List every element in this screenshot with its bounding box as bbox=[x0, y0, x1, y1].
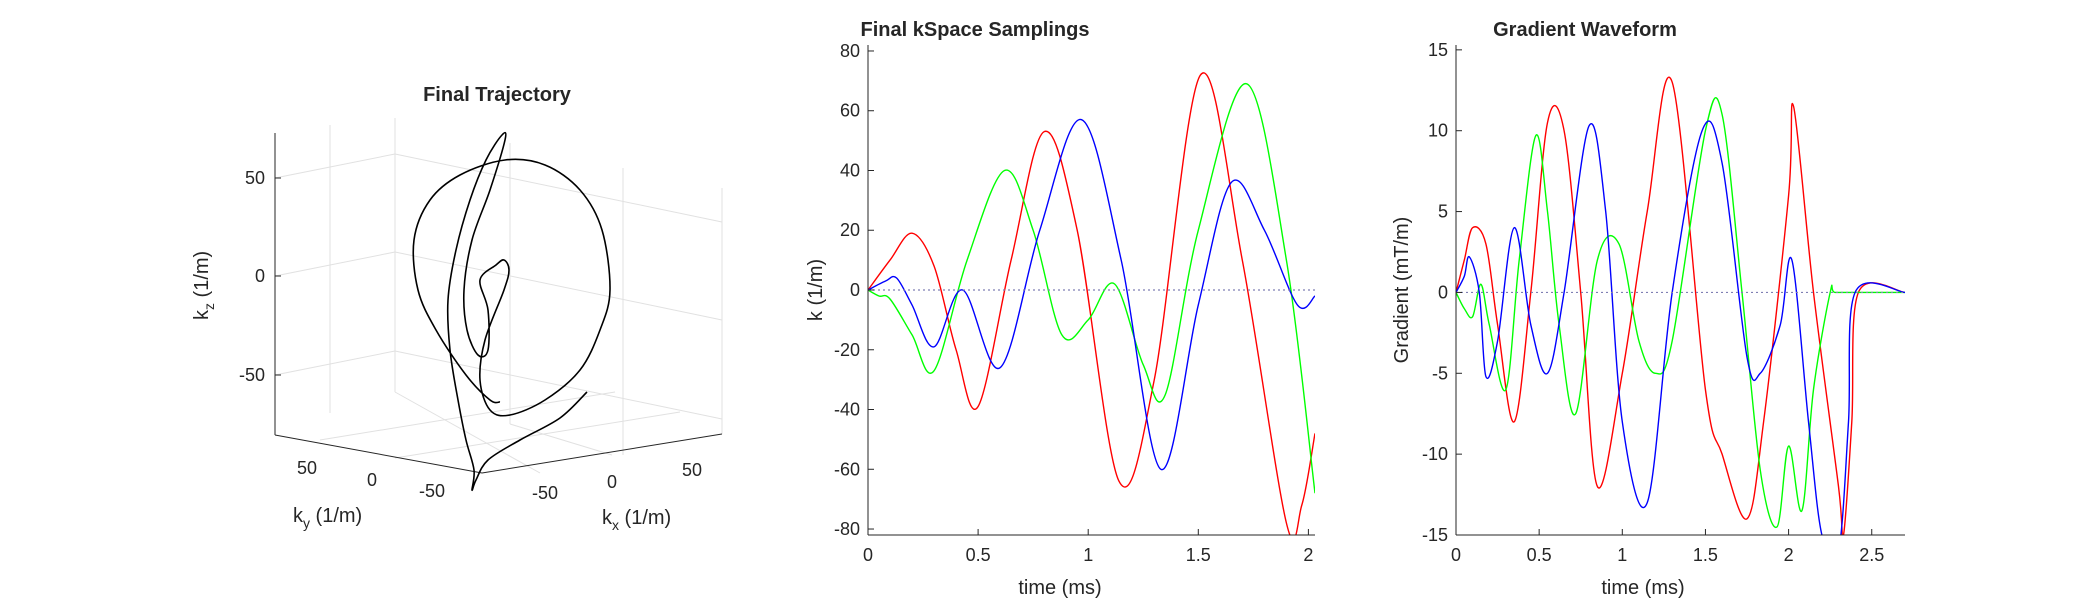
gradient-ytick-label: -15 bbox=[1422, 525, 1448, 545]
kspace-ytick-label: -20 bbox=[834, 340, 860, 360]
gradient-title: Gradient Waveform bbox=[1493, 19, 1677, 41]
gradient-xlabel: time (ms) bbox=[1601, 577, 1684, 599]
trajectory-ytick-label: -50 bbox=[419, 481, 445, 501]
kspace-ytick-label: 80 bbox=[840, 41, 860, 61]
kspace-xtick-label: 0 bbox=[863, 545, 873, 565]
gradient-xtick-label: 2 bbox=[1784, 545, 1794, 565]
gradient-xtick-label: 0.5 bbox=[1527, 545, 1552, 565]
kspace-ytick-label: -60 bbox=[834, 459, 860, 479]
kspace-xtick-label: 2 bbox=[1303, 545, 1313, 565]
kspace-series bbox=[868, 72, 1315, 535]
gradient-series-0 bbox=[1456, 76, 1905, 535]
kspace-panel: Final kSpace Samplings 0 0.5 1 1.5 2 80 60 40 20… bbox=[805, 19, 1315, 599]
kspace-xtick-label: 0.5 bbox=[966, 545, 991, 565]
trajectory-ztick-label: -50 bbox=[239, 365, 265, 385]
trajectory-grid-zleft-1 bbox=[274, 251, 396, 277]
kspace-xlabel: time (ms) bbox=[1018, 577, 1101, 599]
kspace-ticks: 0 0.5 1 1.5 2 80 60 40 20 0 -20 -40 -60 -80 bbox=[834, 41, 1313, 565]
trajectory-panel: Final Trajectory 50 0 -50 50 0 -50 -50 0 50 ky (… bbox=[191, 84, 723, 533]
gradient-series-2 bbox=[1456, 120, 1905, 535]
trajectory-grid-zback-1 bbox=[394, 251, 723, 321]
trajectory-xlabel: kx (1/m) bbox=[602, 507, 671, 533]
gradient-ticks: 0 0.5 1 1.5 2 2.5 15 10 5 0 -5 -10 -15 bbox=[1422, 40, 1884, 565]
trajectory-ytick-label: 0 bbox=[367, 470, 377, 490]
kspace-series-2 bbox=[868, 118, 1315, 471]
gradient-ytick-label: -5 bbox=[1432, 363, 1448, 383]
trajectory-ticks: 50 0 -50 50 0 -50 -50 0 50 bbox=[239, 168, 702, 503]
gradient-axes bbox=[1455, 45, 1905, 536]
trajectory-curve bbox=[412, 131, 611, 492]
trajectory-grid-zback-2 bbox=[394, 350, 723, 420]
gradient-xtick-label: 1 bbox=[1617, 545, 1627, 565]
gradient-ytick-label: 15 bbox=[1428, 40, 1448, 60]
trajectory-xtick-label: 50 bbox=[682, 460, 702, 480]
trajectory-ztick-label: 0 bbox=[255, 266, 265, 286]
kspace-xtick-label: 1 bbox=[1083, 545, 1093, 565]
trajectory-grid-floor-b-0 bbox=[394, 391, 541, 474]
trajectory-zlabel: kz (1/m) bbox=[191, 251, 217, 320]
trajectory-grid-floor-b-1 bbox=[509, 423, 613, 456]
kspace-series-0 bbox=[868, 72, 1315, 535]
kspace-series-1 bbox=[868, 83, 1315, 494]
gradient-ytick-label: -10 bbox=[1422, 444, 1448, 464]
trajectory-ytick-label: 50 bbox=[297, 458, 317, 478]
trajectory-grid-floor-a-0 bbox=[319, 391, 616, 441]
trajectory-y-axis bbox=[274, 434, 483, 474]
trajectory-grid bbox=[274, 118, 723, 474]
gradient-ytick-label: 0 bbox=[1438, 282, 1448, 302]
trajectory-xtick-label: -50 bbox=[532, 483, 558, 503]
kspace-xtick-label: 1.5 bbox=[1186, 545, 1211, 565]
gradient-ylabel: Gradient (mT/m) bbox=[1391, 217, 1413, 364]
gradient-series-1 bbox=[1456, 97, 1905, 529]
kspace-title: Final kSpace Samplings bbox=[861, 19, 1090, 41]
trajectory-grid-zleft-0 bbox=[274, 153, 396, 179]
trajectory-grid-floor-a-1 bbox=[394, 411, 681, 459]
trajectory-title: Final Trajectory bbox=[423, 84, 572, 106]
gradient-series bbox=[1456, 76, 1905, 535]
gradient-xtick-label: 0 bbox=[1451, 545, 1461, 565]
kspace-ytick-label: 40 bbox=[840, 160, 860, 180]
trajectory-ylabel: ky (1/m) bbox=[293, 505, 362, 531]
trajectory-xtick-label: 0 bbox=[607, 472, 617, 492]
gradient-xtick-label: 1.5 bbox=[1693, 545, 1718, 565]
kspace-ytick-label: 0 bbox=[850, 280, 860, 300]
gradient-ytick-label: 5 bbox=[1438, 202, 1448, 222]
trajectory-ztick-label: 50 bbox=[245, 168, 265, 188]
kspace-ytick-label: -80 bbox=[834, 519, 860, 539]
trajectory-grid-zleft-2 bbox=[274, 350, 396, 376]
kspace-ylabel: k (1/m) bbox=[805, 259, 827, 321]
gradient-panel: Gradient Waveform 0 0.5 1 1.5 2 2.5 15 10 5 0 -5 -1… bbox=[1391, 19, 1905, 599]
kspace-ytick-label: -40 bbox=[834, 400, 860, 420]
kspace-ytick-label: 20 bbox=[840, 220, 860, 240]
gradient-xtick-label: 2.5 bbox=[1859, 545, 1884, 565]
kspace-ytick-label: 60 bbox=[840, 101, 860, 121]
trajectory-axes bbox=[274, 133, 723, 474]
trajectory-x-axis bbox=[481, 433, 723, 474]
gradient-ytick-label: 10 bbox=[1428, 121, 1448, 141]
trajectory-grid-zback-0 bbox=[394, 153, 723, 223]
